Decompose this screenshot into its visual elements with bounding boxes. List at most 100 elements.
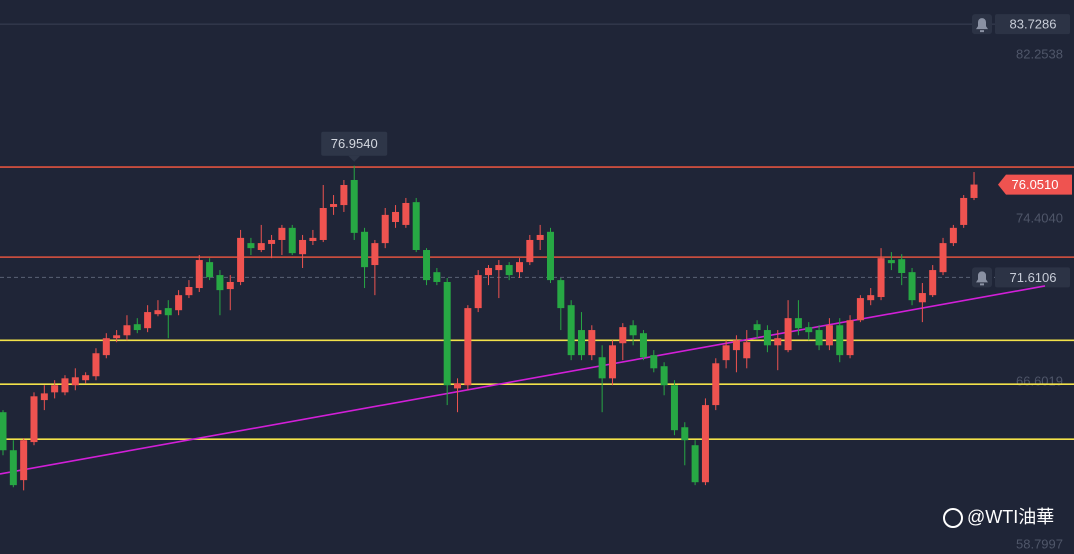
candle-body — [454, 383, 462, 389]
candle-body — [412, 202, 420, 251]
candle-body — [350, 179, 358, 233]
max-label-box — [321, 131, 388, 156]
candle-body — [288, 227, 296, 254]
candle-body — [474, 275, 482, 309]
candle-body — [309, 237, 317, 242]
candle-body — [815, 330, 823, 346]
candle-body — [505, 265, 513, 276]
candle-body — [867, 295, 875, 301]
candle-body — [588, 330, 596, 356]
candle-body — [836, 325, 844, 356]
candle-body — [20, 440, 28, 481]
y-tick-label: 66.6019 — [1016, 373, 1063, 388]
candle-body — [237, 237, 245, 282]
candle-body — [92, 353, 100, 377]
candle-body — [402, 202, 410, 225]
candle-body — [536, 234, 544, 240]
candle-body — [195, 260, 203, 289]
candle-body — [464, 308, 472, 386]
candle-body — [908, 272, 916, 301]
candle-body — [784, 318, 792, 351]
candle-body — [443, 281, 451, 386]
candle-body — [898, 259, 906, 273]
candle-body — [268, 239, 276, 244]
candle-body — [30, 396, 38, 443]
candle-body — [825, 325, 833, 346]
candle-body — [732, 340, 740, 351]
candle-body — [877, 258, 885, 298]
candle-body — [949, 227, 957, 244]
candle-body — [805, 327, 813, 333]
candle-body — [495, 265, 503, 271]
candle-body — [423, 250, 431, 281]
y-tick-label: 58.7997 — [1016, 537, 1063, 552]
alert-label: 83.7286 — [1010, 17, 1057, 32]
candle-body — [929, 270, 937, 296]
candle-body — [939, 243, 947, 273]
candle-body — [9, 450, 17, 486]
candle-body — [598, 357, 606, 379]
candle-body — [51, 385, 59, 393]
candle-body — [712, 363, 720, 406]
candle-body — [485, 267, 493, 276]
last-price-tag — [998, 174, 1072, 195]
candle-body — [639, 333, 647, 358]
y-tick-label: 74.4040 — [1016, 210, 1063, 225]
candle-body — [216, 275, 224, 291]
watermark: @WTI油華 — [943, 507, 1054, 528]
candle-body — [175, 295, 183, 311]
candle-body — [433, 272, 441, 282]
candle-body — [546, 231, 554, 281]
candle-body — [743, 342, 751, 359]
candle-body — [794, 318, 802, 329]
candle-body — [371, 243, 379, 266]
candle-body — [278, 227, 286, 240]
candle-body — [392, 211, 400, 223]
candle-body — [960, 197, 968, 225]
candle-body — [856, 298, 864, 321]
candle-body — [144, 312, 152, 329]
alert-label: 71.6106 — [1010, 270, 1057, 285]
candle-body — [164, 308, 172, 316]
candle-body — [0, 412, 7, 451]
candle-body — [567, 305, 575, 356]
candle-body — [918, 293, 926, 303]
candle-body — [681, 427, 689, 441]
candle-body — [691, 445, 699, 483]
candle-body — [763, 330, 771, 346]
candle-body — [660, 366, 668, 386]
candle-body — [340, 185, 348, 206]
candle-body — [71, 377, 79, 386]
trendline — [0, 285, 1046, 475]
candle-body — [226, 281, 234, 290]
candle-body — [381, 214, 389, 244]
candle-body — [577, 330, 585, 356]
candle-body — [257, 243, 265, 251]
candle-body — [185, 287, 193, 296]
alert-label-box — [995, 14, 1070, 35]
candle-body — [299, 239, 307, 255]
candle-body — [61, 378, 69, 393]
candle-body — [650, 355, 658, 369]
candle-body — [701, 405, 709, 483]
watermark-logo — [943, 508, 963, 528]
alert-bell — [976, 271, 988, 286]
candle-body — [753, 324, 761, 331]
candle-body — [154, 310, 162, 315]
candle-body — [608, 345, 616, 379]
candle-body — [846, 320, 854, 356]
candle-body — [247, 243, 255, 249]
candle-body — [774, 338, 782, 346]
candle-body — [206, 262, 214, 278]
candle-body — [516, 262, 523, 273]
candle-body — [629, 325, 637, 336]
candle-body — [619, 327, 627, 344]
max-label-pointer — [348, 155, 361, 162]
candle-body — [319, 207, 327, 240]
candle-body — [670, 385, 678, 431]
candle-body — [557, 280, 565, 309]
watermark-text: @WTI油華 — [967, 507, 1054, 527]
alert-label-box — [995, 267, 1070, 288]
candle-body — [113, 335, 121, 339]
